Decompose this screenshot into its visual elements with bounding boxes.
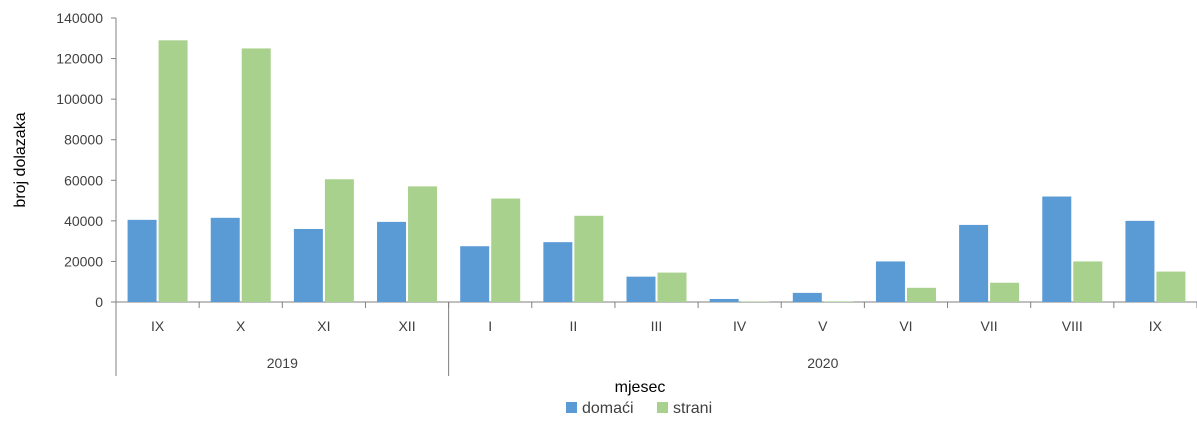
- y-tick-label: 60000: [64, 172, 103, 188]
- bar-strani: [491, 198, 521, 302]
- bar-domaci: [377, 221, 407, 302]
- y-tick-label: 0: [95, 294, 103, 310]
- x-tick-label: IX: [151, 318, 165, 334]
- x-tick-label: VI: [899, 318, 912, 334]
- x-tick-label: IX: [1149, 318, 1163, 334]
- bar-domaci: [792, 292, 822, 302]
- x-tick-label: IV: [733, 318, 747, 334]
- bar-domaci: [1125, 220, 1155, 302]
- bar-strani: [1156, 271, 1186, 302]
- bar-domaci: [959, 224, 989, 302]
- legend-label: strani: [673, 400, 712, 417]
- y-tick-label: 20000: [64, 253, 103, 269]
- bar-domaci: [543, 242, 573, 302]
- x-tick-label: VIII: [1062, 318, 1083, 334]
- legend-label: domaći: [582, 400, 634, 417]
- x-tick-label: XI: [317, 318, 330, 334]
- group-label: 2019: [267, 355, 298, 371]
- y-tick-label: 100000: [56, 91, 103, 107]
- y-tick-label: 120000: [56, 51, 103, 67]
- bar-strani: [1073, 261, 1103, 302]
- legend-swatch: [566, 402, 577, 413]
- bar-strani: [574, 215, 604, 302]
- y-tick-label: 40000: [64, 213, 103, 229]
- bar-domaci: [626, 276, 656, 302]
- y-tick-label: 80000: [64, 132, 103, 148]
- bar-domaci: [293, 228, 323, 302]
- bar-strani: [990, 282, 1020, 302]
- x-tick-label: VII: [981, 318, 998, 334]
- bar-strani: [241, 48, 271, 302]
- bar-domaci: [210, 217, 240, 302]
- bar-domaci: [127, 219, 157, 302]
- bar-strani: [324, 179, 354, 302]
- bar-strani: [823, 301, 853, 302]
- x-tick-label: X: [236, 318, 246, 334]
- x-tick-label: XII: [398, 318, 415, 334]
- legend-swatch: [657, 402, 668, 413]
- bar-domaci: [709, 298, 739, 302]
- bar-domaci: [875, 261, 905, 302]
- bar-domaci: [1042, 196, 1072, 302]
- group-label: 2020: [807, 355, 838, 371]
- bar-strani: [158, 40, 188, 303]
- x-tick-label: I: [488, 318, 492, 334]
- bar-strani: [657, 272, 687, 302]
- x-tick-label: II: [569, 318, 577, 334]
- y-tick-label: 140000: [56, 10, 103, 26]
- y-axis-title: broj dolazaka: [12, 112, 29, 207]
- bar-domaci: [460, 246, 490, 302]
- x-axis-title: mjesec: [615, 379, 666, 396]
- bar-strani: [906, 287, 936, 302]
- x-tick-label: V: [818, 318, 828, 334]
- x-tick-label: III: [651, 318, 663, 334]
- bar-strani: [408, 186, 438, 302]
